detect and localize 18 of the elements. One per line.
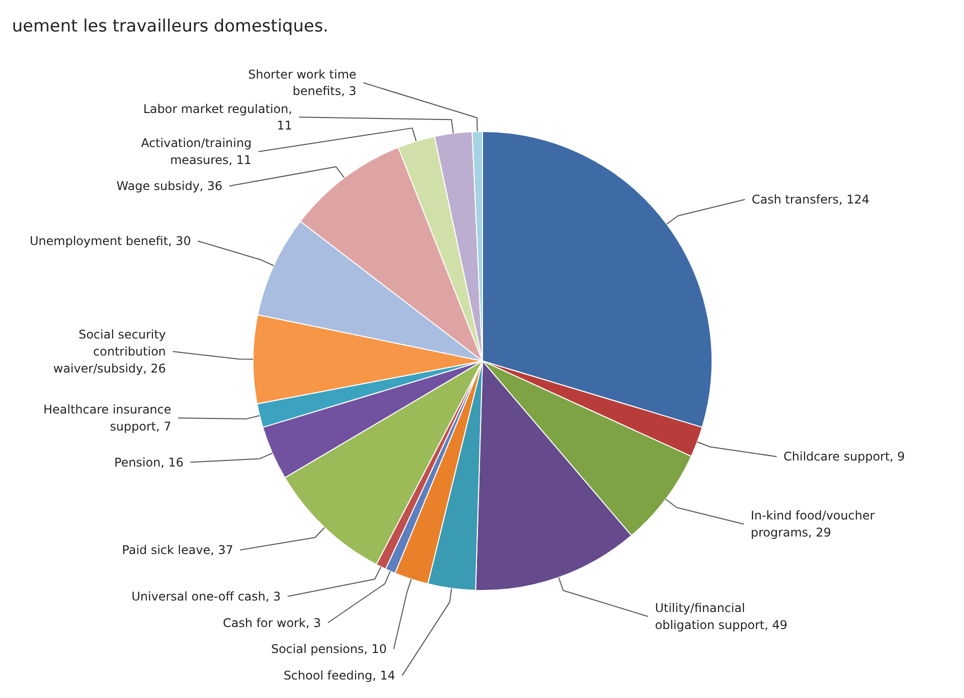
slice-label: Cash transfers, 124 [752,192,870,206]
slice-label: Shorter work time benefits, 3 [248,67,356,98]
slice-label: In-kind food/voucher programs, 29 [750,508,875,540]
slice-label: Cash for work, 3 [222,616,321,630]
slice-label: Social pensions, 10 [271,642,387,656]
slice-label: Healthcare insurance support, 7 [43,402,172,434]
slice-label: Pension, 16 [114,455,184,470]
slice-label: Labor market regulation, 11 [143,102,292,133]
slice-label: School feeding, 14 [284,668,396,683]
slice-label: Utility/financial obligation support, 49 [654,601,788,632]
slice-label: Activation/training measures, 11 [140,136,252,167]
slice-label: Social security contribution waiver/subsidy, 26 [53,328,166,376]
slice-label: Childcare support, 9 [784,450,905,464]
slice-label: Universal one-off cash, 3 [131,589,281,604]
text: uement les travailleurs domestiques. [12,16,328,37]
slice-label: Wage subsidy, 36 [116,179,222,194]
slice-label: Paid sick leave, 37 [122,542,234,557]
slice-label: Unemployment benefit, 30 [30,234,191,248]
